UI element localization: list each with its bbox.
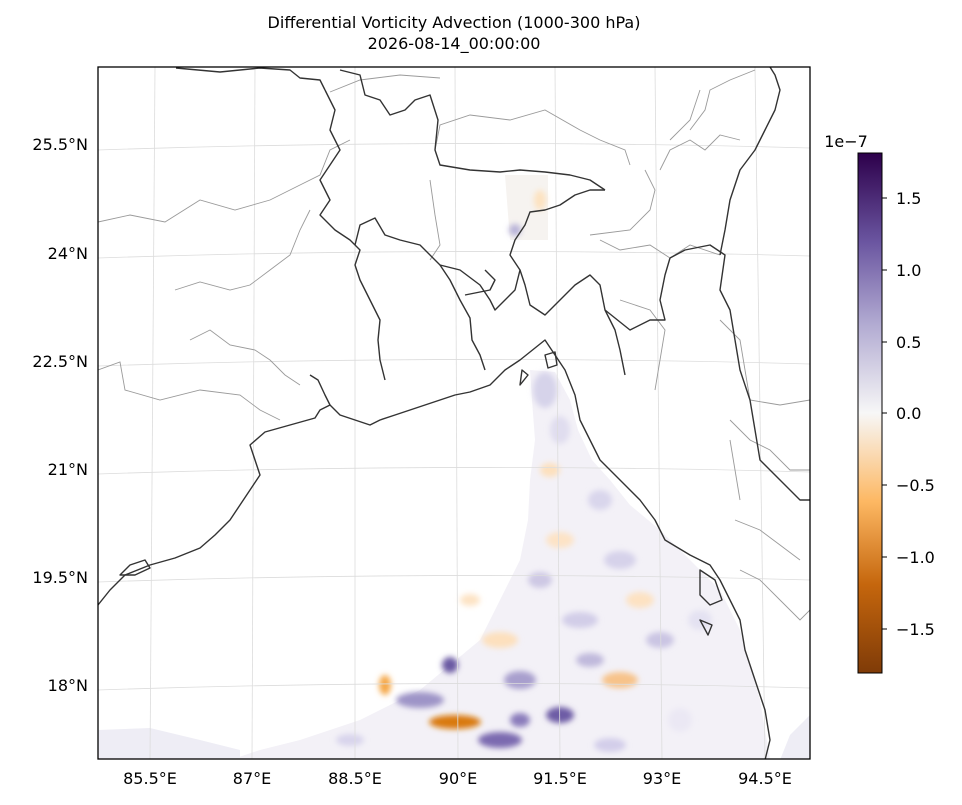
lat-label: 22.5°N xyxy=(32,352,88,371)
colorbar-tick: 1.0 xyxy=(896,261,921,280)
lon-label: 93°E xyxy=(643,769,681,788)
lat-label: 19.5°N xyxy=(32,568,88,587)
colorbar-tick: −0.5 xyxy=(896,476,935,495)
colorbar-tick: 0.5 xyxy=(896,333,921,352)
colorbar-tick: −1.0 xyxy=(896,548,935,567)
colorbar-tick: 1.5 xyxy=(896,189,921,208)
lat-label: 18°N xyxy=(48,676,88,695)
title-line-2: 2026-08-14_00:00:00 xyxy=(367,34,541,53)
lon-label: 91.5°E xyxy=(533,769,587,788)
longitude-axis: 85.5°E 87°E 88.5°E 90°E 91.5°E 93°E 94.5… xyxy=(123,769,792,788)
colorbar-gradient xyxy=(857,152,883,674)
map-area xyxy=(98,67,810,759)
lon-label: 87°E xyxy=(233,769,271,788)
figure-title: Differential Vorticity Advection (1000-3… xyxy=(98,12,810,54)
lat-label: 25.5°N xyxy=(32,135,88,154)
colorbar: 1e−7 1.5 1.0 0.5 0.0 −0.5 −1.0 −1.5 xyxy=(824,132,935,674)
title-line-1: Differential Vorticity Advection (1000-3… xyxy=(267,13,641,32)
lon-label: 85.5°E xyxy=(123,769,177,788)
latitude-axis: 25.5°N 24°N 22.5°N 21°N 19.5°N 18°N xyxy=(32,135,88,695)
state-boundaries xyxy=(98,69,810,621)
lon-label: 90°E xyxy=(439,769,477,788)
coastline-and-borders xyxy=(98,67,810,759)
colorbar-multiplier: 1e−7 xyxy=(824,132,868,151)
colorbar-tick: 0.0 xyxy=(896,404,921,423)
map-frame xyxy=(97,66,811,760)
colorbar-tick: −1.5 xyxy=(896,620,935,639)
vorticity-field xyxy=(98,175,810,759)
lon-label: 94.5°E xyxy=(738,769,792,788)
lat-label: 21°N xyxy=(48,460,88,479)
lat-label: 24°N xyxy=(48,244,88,263)
graticule xyxy=(98,67,810,759)
lon-label: 88.5°E xyxy=(328,769,382,788)
